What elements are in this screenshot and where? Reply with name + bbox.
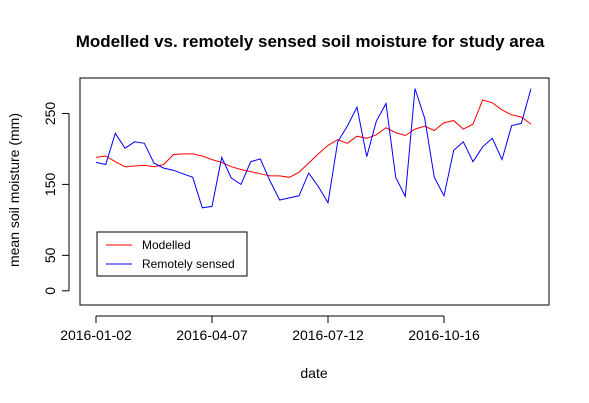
plot-frame	[79, 77, 550, 306]
y-tick-label: 50	[42, 247, 58, 263]
y-axis: 0 50 150 250	[42, 102, 70, 295]
y-tick-label: 150	[42, 173, 58, 197]
y-axis-label: mean soil moisture (mm)	[6, 113, 22, 267]
y-tick-label: 0	[42, 287, 58, 295]
x-axis-label: date	[300, 365, 327, 381]
x-tick-label: 2016-10-16	[408, 327, 480, 343]
x-tick-label: 2016-01-02	[60, 327, 132, 343]
legend-label-modelled: Modelled	[142, 238, 191, 252]
x-tick-label: 2016-04-07	[176, 327, 248, 343]
series-layer	[95, 88, 532, 209]
legend-box	[96, 231, 248, 277]
legend: Modelled Remotely sensed	[96, 231, 248, 277]
chart-title: Modelled vs. remotely sensed soil moistu…	[76, 32, 545, 51]
series-line-modelled	[95, 99, 532, 178]
y-tick-label: 250	[42, 102, 58, 126]
x-tick-label: 2016-07-12	[292, 327, 364, 343]
x-axis: 2016-01-02 2016-04-07 2016-07-12 2016-10-16	[60, 315, 480, 343]
legend-label-remotely-sensed: Remotely sensed	[142, 257, 235, 271]
series-line-remotely-sensed	[95, 88, 532, 209]
